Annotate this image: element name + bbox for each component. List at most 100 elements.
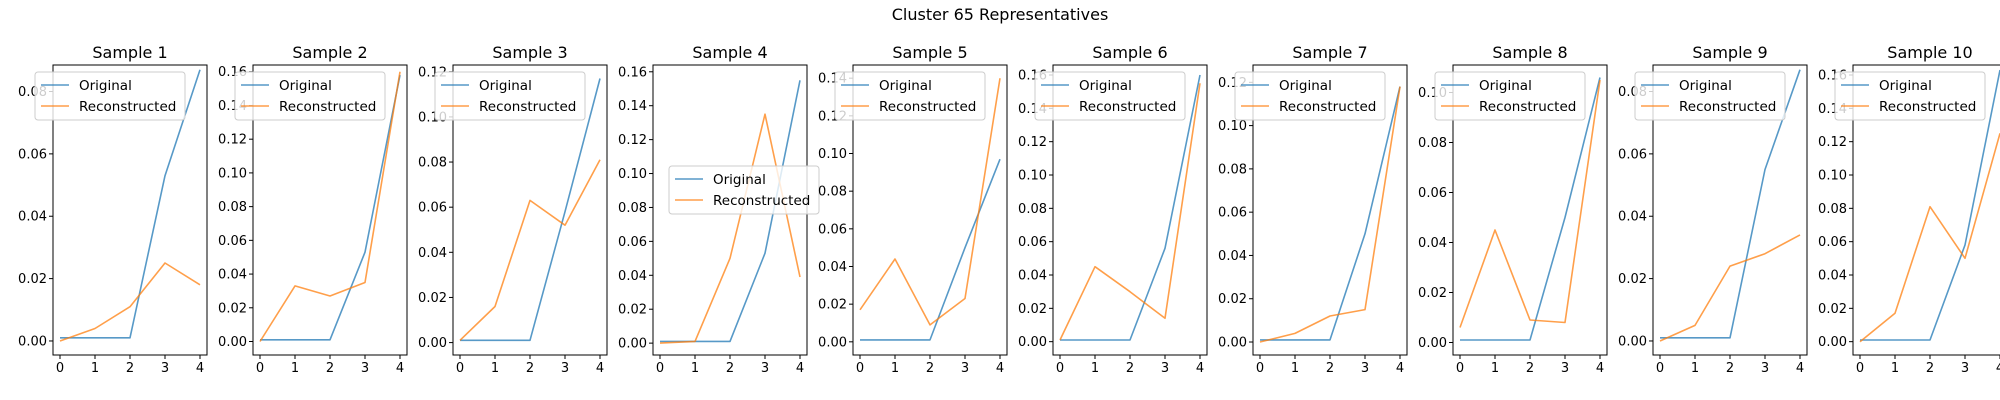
panel-title: Sample 7: [1292, 43, 1367, 62]
legend-box: [434, 71, 586, 121]
x-tick-label: 2: [926, 361, 934, 376]
legend-box: [34, 71, 186, 121]
axes-frame: [852, 64, 1008, 356]
y-tick-label: 0.04: [218, 268, 247, 283]
axes-frame: [1252, 64, 1408, 356]
x-tick-label: 2: [526, 361, 534, 376]
legend: Original Reconstructed: [34, 71, 186, 121]
x-tick-label: 1: [291, 361, 299, 376]
y-tick-label: 0.08: [1418, 136, 1447, 151]
panel-title: Sample 10: [1887, 43, 1972, 62]
x-tick-label: 2: [1926, 361, 1934, 376]
series-line-reconstructed: [59, 262, 201, 342]
series-line-original: [1460, 77, 1601, 341]
x-tick-label: 0: [856, 361, 864, 376]
x-tick-label: 1: [1891, 361, 1899, 376]
axes-frame: [1852, 64, 2000, 356]
y-tick-label: 0.06: [18, 147, 47, 162]
x-tick-label: 2: [1126, 361, 1134, 376]
y-tick-label: 0.04: [18, 210, 47, 225]
y-tick-label: 0.04: [818, 260, 847, 275]
legend-box: [1234, 71, 1386, 121]
y-tick-label: 0.00: [418, 336, 447, 351]
legend-label: Reconstructed: [479, 99, 576, 115]
legend-box: [1434, 71, 1586, 121]
legend-box: [834, 71, 986, 121]
series-line-original: [260, 74, 401, 341]
y-tick-label: 0.00: [818, 335, 847, 350]
x-tick-label: 0: [1256, 361, 1264, 376]
x-tick-label: 4: [1796, 361, 1804, 376]
y-tick-label: 0.06: [418, 201, 447, 216]
chart-panel-5: Sample 50 1 2 3 40.000.020.040.060.080.100.1…: [818, 43, 1008, 376]
x-tick-label: 1: [91, 361, 99, 376]
y-tick-label: 0.04: [418, 246, 447, 261]
chart-panel-8: Sample 80 1 2 3 40.000.020.040.060.080.10 Ori…: [1418, 43, 1608, 376]
legend-label: Reconstructed: [279, 99, 376, 115]
y-tick-label: 0.04: [1818, 269, 1847, 284]
x-tick-label: 0: [1656, 361, 1664, 376]
legend-label: Reconstructed: [1079, 99, 1176, 115]
x-tick-label: 2: [1326, 361, 1334, 376]
legend-label: Reconstructed: [1279, 99, 1376, 115]
legend-label: Original: [879, 78, 932, 94]
y-tick-label: 0.02: [618, 303, 647, 318]
y-tick-label: 0.00: [1618, 334, 1647, 349]
x-tick-label: 2: [1526, 361, 1534, 376]
chart-panel-4: Sample 4 0 1 2 3 4 0.00 0.02 0.04 0.06 0.08 0.10 0.1…: [618, 43, 820, 376]
x-tick-label: 0: [256, 361, 264, 376]
panel-title: Sample 1: [92, 43, 167, 62]
y-tick-label: 0.00: [1418, 336, 1447, 351]
legend: Original Reconstructed: [1034, 71, 1186, 121]
y-tick-label: 0.12: [218, 133, 247, 148]
series-line-original: [860, 158, 1001, 341]
x-tick-label: 4: [1596, 361, 1604, 376]
series-line-original: [60, 69, 201, 339]
series-line-reconstructed: [1659, 234, 1801, 342]
x-tick-label: 1: [1291, 361, 1299, 376]
y-tick-label: 0.06: [1818, 235, 1847, 250]
legend-label: Reconstructed: [1679, 99, 1776, 115]
panel-title: Sample 6: [1092, 43, 1167, 62]
y-tick-label: 0.04: [1218, 249, 1247, 264]
y-tick-label: 0.08: [618, 201, 647, 216]
legend-label: Original: [1479, 78, 1532, 94]
y-tick-label: 0.12: [618, 133, 647, 148]
y-tick-label: 0.04: [1018, 269, 1047, 284]
panel-title: Sample 2: [292, 43, 367, 62]
x-tick-label: 1: [491, 361, 499, 376]
panel-title: Sample 9: [1692, 43, 1767, 62]
y-tick-label: 0.00: [1218, 336, 1247, 351]
figure-title: Cluster 65 Representatives: [892, 5, 1109, 24]
legend-box: [1034, 71, 1186, 121]
legend-box: [1834, 71, 1986, 121]
axes-frame: [452, 64, 608, 356]
legend-label: Reconstructed: [1879, 99, 1976, 115]
x-tick-label: 3: [761, 361, 769, 376]
y-tick-label: 0.04: [618, 269, 647, 284]
x-tick-label: 2: [326, 361, 334, 376]
y-tick-label: 0.08: [1818, 202, 1847, 217]
y-tick-label: 0.02: [818, 298, 847, 313]
x-tick-label: 3: [1561, 361, 1569, 376]
x-tick-label: 0: [56, 361, 64, 376]
series-line-reconstructed: [1459, 79, 1601, 328]
legend-box: [234, 71, 386, 121]
x-tick-label: 1: [1691, 361, 1699, 376]
x-tick-label: 0: [1856, 361, 1864, 376]
y-tick-label: 0.10: [218, 166, 247, 181]
y-tick-label: 0.06: [218, 234, 247, 249]
y-tick-label: 0.10: [818, 147, 847, 162]
y-tick-label: 0.02: [418, 291, 447, 306]
axes-frame: [252, 64, 408, 356]
x-tick-label: 0: [1456, 361, 1464, 376]
legend: Original Reconstructed: [234, 71, 386, 121]
legend: Original Reconstructed: [1234, 71, 1386, 121]
x-tick-label: 3: [361, 361, 369, 376]
x-tick-label: 3: [1161, 361, 1169, 376]
y-tick-label: 0.08: [1218, 162, 1247, 177]
axes-frame: [1452, 64, 1608, 356]
y-tick-label: 0.00: [1018, 335, 1047, 350]
y-tick-label: 0.00: [618, 337, 647, 352]
